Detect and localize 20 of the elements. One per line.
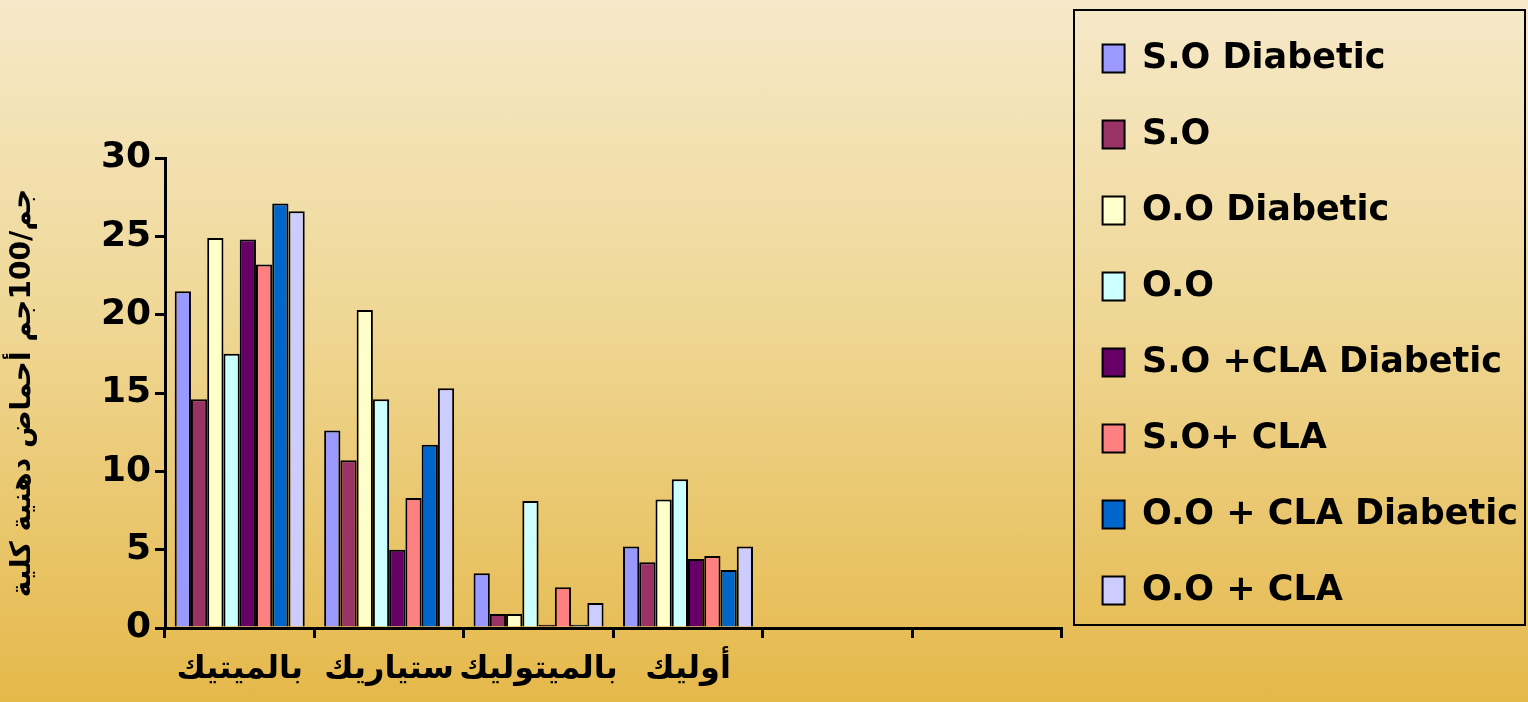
legend-label: O.O + CLA Diabetic	[1142, 491, 1519, 532]
y-tick-label: 25	[100, 212, 151, 254]
y-tick-label: 5	[125, 526, 151, 568]
legend-label: S.O	[1142, 111, 1211, 152]
y-tick-label: 0	[125, 604, 151, 646]
y-tick-label: 10	[100, 447, 151, 489]
legend-label: O.O Diabetic	[1142, 187, 1390, 228]
y-tick-label: 30	[100, 134, 151, 176]
x-tick-label: بالميتوليك	[459, 647, 618, 686]
legend-label: O.O + CLA	[1142, 567, 1343, 608]
legend-label: S.O Diabetic	[1142, 35, 1386, 76]
x-tick-label: أوليك	[645, 645, 731, 686]
y-tick-label: 15	[100, 369, 151, 411]
legend-label: O.O	[1142, 263, 1215, 304]
y-tick-label: 20	[100, 291, 151, 333]
y-axis-title: جم/100جم أحماض دهنية كلية	[2, 188, 38, 598]
legend-label: S.O +CLA Diabetic	[1142, 339, 1503, 380]
x-tick-label: بالميتيك	[176, 647, 303, 686]
x-tick-label: ستياريك	[324, 647, 455, 686]
legend-label: S.O+ CLA	[1142, 415, 1327, 456]
